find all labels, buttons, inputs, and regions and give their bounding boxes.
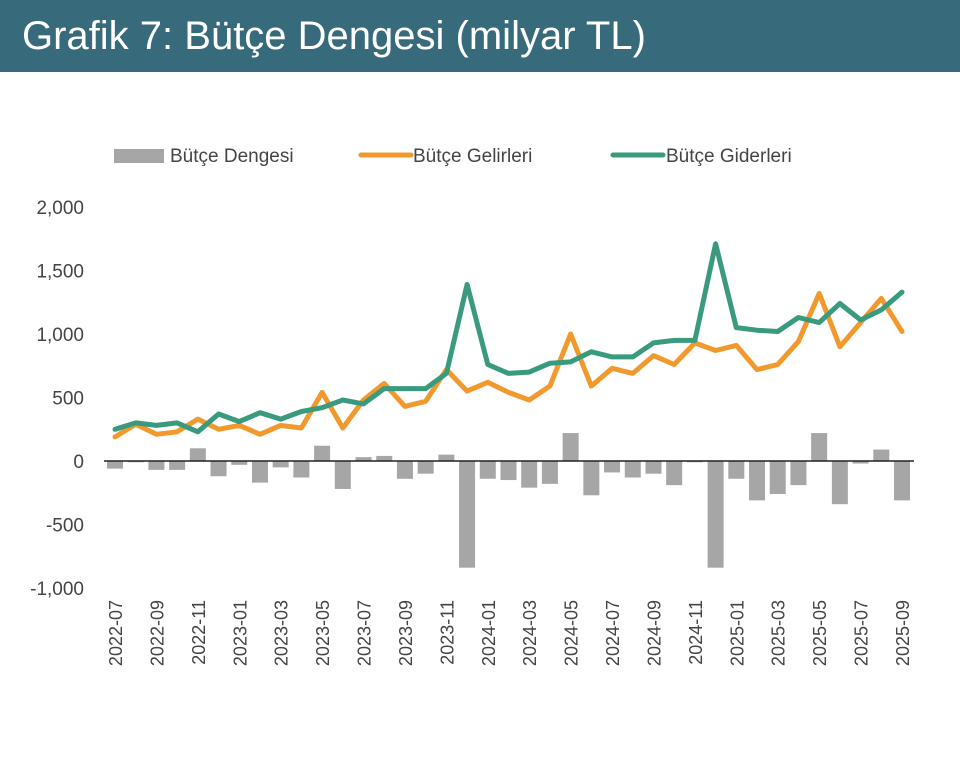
- y-tick-label: 500: [52, 389, 84, 410]
- legend-swatch-balance: [114, 149, 164, 163]
- balance-bar: [769, 461, 786, 495]
- x-tick-label: 2025-03: [769, 600, 789, 666]
- title-bar: Grafik 7: Bütçe Dengesi (milyar TL): [0, 0, 960, 72]
- y-tick-label: 0: [73, 452, 84, 473]
- balance-bar: [189, 448, 206, 461]
- balance-bar: [148, 461, 165, 470]
- balance-bars: [107, 433, 910, 568]
- legend-label-revenue: Bütçe Gelirleri: [413, 146, 532, 167]
- x-tick-label: 2024-01: [479, 600, 499, 666]
- balance-bar: [396, 461, 413, 479]
- balance-bar: [417, 461, 434, 474]
- revenue-line: [112, 290, 905, 440]
- balance-bar: [562, 433, 579, 461]
- balance-bar: [231, 461, 248, 465]
- x-tick-label: 2024-09: [644, 600, 664, 666]
- balance-bar: [376, 455, 393, 461]
- balance-bar: [749, 461, 766, 501]
- balance-bar: [624, 461, 641, 478]
- balance-bar: [811, 433, 828, 461]
- legend: Bütçe Dengesi Bütçe Gelirleri Bütçe Gide…: [114, 146, 792, 167]
- x-tick-label: 2024-07: [603, 600, 623, 666]
- balance-bar: [707, 461, 724, 568]
- x-tick-label: 2023-01: [230, 600, 250, 666]
- y-tick-label: 2,000: [36, 198, 84, 219]
- lines: [112, 241, 905, 440]
- balance-bar: [645, 461, 662, 474]
- x-tick-label: 2023-11: [437, 600, 457, 665]
- balance-bar: [873, 449, 890, 461]
- y-tick-label: -500: [46, 516, 84, 537]
- balance-bar: [251, 461, 268, 483]
- x-tick-label: 2023-05: [313, 600, 333, 666]
- chart-title: Grafik 7: Bütçe Dengesi (milyar TL): [22, 14, 646, 58]
- x-tick-label: 2025-07: [852, 600, 872, 666]
- balance-bar: [790, 461, 807, 486]
- balance-bar: [521, 461, 538, 488]
- balance-bar: [604, 461, 621, 473]
- balance-bar: [459, 461, 476, 568]
- x-tick-label: 2022-09: [147, 600, 167, 666]
- balance-bar: [272, 461, 289, 468]
- balance-bar: [666, 461, 683, 486]
- x-tick-label: 2023-07: [355, 600, 375, 666]
- balance-bar: [831, 461, 848, 505]
- y-tick-label: 1,500: [36, 262, 84, 283]
- x-axis: 2022-07 2022-09 2022-11 2023-01 2023-03 2023-…: [106, 600, 913, 666]
- x-tick-label: 2025-01: [727, 600, 747, 666]
- balance-bar: [293, 461, 310, 478]
- balance-bar: [852, 461, 869, 464]
- y-tick-label: -1,000: [30, 579, 84, 600]
- y-axis: 2,000 1,500 1,000 500 0 -500 -1,000: [30, 198, 84, 600]
- legend-label-balance: Bütçe Dengesi: [170, 146, 294, 167]
- x-tick-label: 2025-09: [893, 600, 913, 666]
- balance-bar: [541, 461, 558, 484]
- x-tick-label: 2024-05: [562, 600, 582, 666]
- balance-bar: [438, 454, 455, 461]
- balance-bar: [728, 461, 745, 479]
- x-tick-label: 2025-05: [810, 600, 830, 666]
- balance-bar: [169, 461, 186, 470]
- expenditure-line: [112, 241, 905, 435]
- balance-bar: [314, 445, 331, 461]
- y-tick-label: 1,000: [36, 325, 84, 346]
- x-tick-label: 2022-11: [189, 600, 209, 665]
- balance-bar: [500, 461, 517, 481]
- x-tick-label: 2024-03: [520, 600, 540, 666]
- balance-bar: [210, 461, 227, 477]
- balance-bar: [583, 461, 600, 496]
- balance-bar: [894, 461, 910, 501]
- x-tick-label: 2023-09: [396, 600, 416, 666]
- x-tick-label: 2022-07: [106, 600, 126, 666]
- balance-bar: [334, 461, 351, 489]
- legend-label-expenditure: Bütçe Giderleri: [666, 146, 792, 167]
- balance-bar: [107, 461, 123, 469]
- balance-bar: [479, 461, 496, 479]
- x-tick-label: 2023-03: [272, 600, 292, 666]
- balance-bar: [355, 457, 372, 461]
- x-tick-label: 2024-11: [686, 600, 706, 665]
